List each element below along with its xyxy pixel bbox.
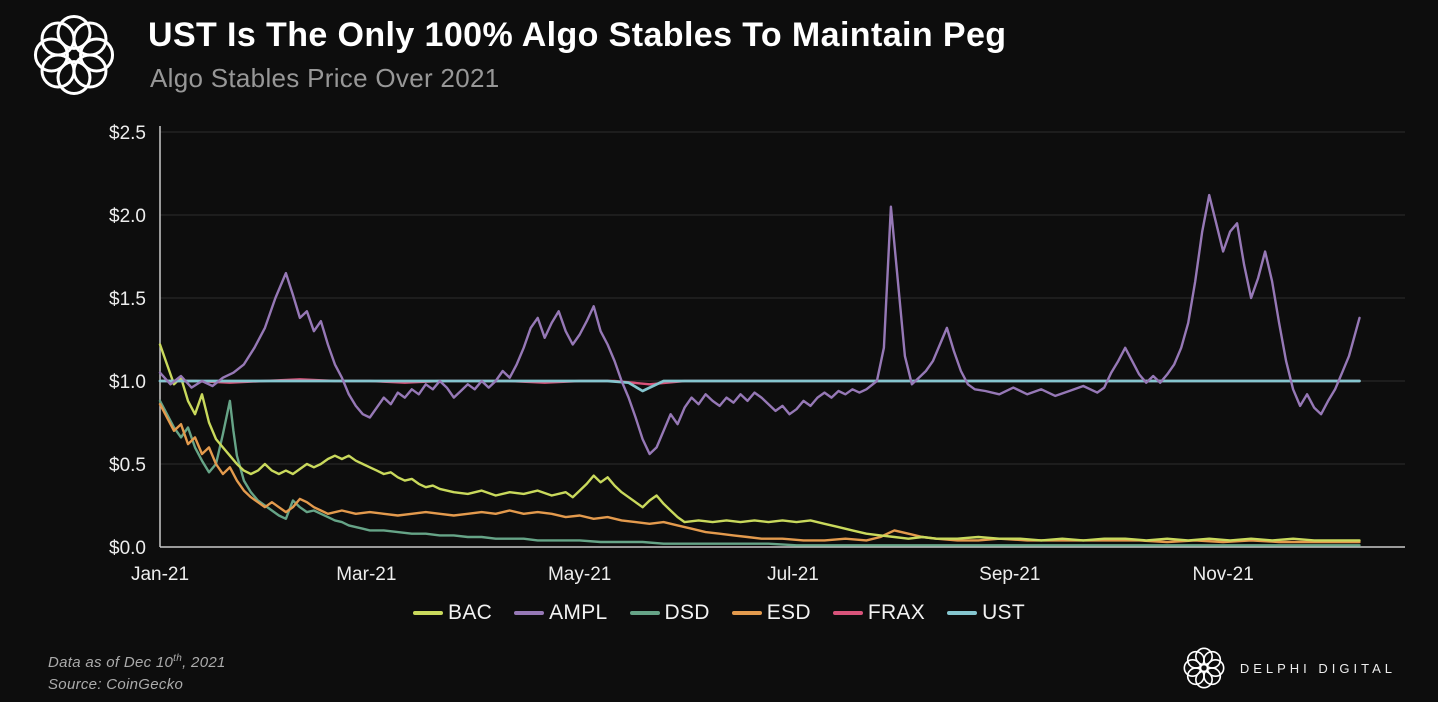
- page-subtitle: Algo Stables Price Over 2021: [150, 63, 500, 93]
- series-line-esd: [158, 403, 1361, 544]
- legend-item-ampl: AMPL: [514, 601, 607, 625]
- legend-label-frax: FRAX: [867, 601, 926, 624]
- chart-legend: BAC AMPL DSD ESD FRAX UST: [0, 601, 1438, 625]
- legend-label-esd: ESD: [766, 601, 811, 624]
- y-tick-label: $1.5: [109, 289, 146, 310]
- price-chart: $0.0 $0.5 $1.0 $1.5 $2.0 $2.5 Jan-21 Mar-21 May-…: [109, 123, 1405, 585]
- x-tick-label: Jul-21: [767, 564, 819, 585]
- legend-label-bac: BAC: [448, 601, 493, 624]
- legend-item-bac: BAC: [413, 601, 492, 625]
- legend-item-esd: ESD: [731, 601, 811, 625]
- y-tick-label: $0.5: [109, 455, 146, 476]
- legend-swatch-dsd: [629, 611, 660, 615]
- legend-swatch-ust: [947, 611, 978, 615]
- legend-item-frax: FRAX: [832, 601, 926, 625]
- x-tick-label: Mar-21: [336, 564, 396, 585]
- delphi-knot-icon: [33, 14, 115, 96]
- x-tick-label: Nov-21: [1193, 564, 1254, 585]
- legend-item-ust: UST: [947, 601, 1025, 625]
- delphi-knot-icon-small: [1183, 647, 1225, 689]
- x-tick-label: Jan-21: [131, 564, 189, 585]
- y-tick-label: $0.0: [109, 538, 146, 559]
- legend-swatch-frax: [832, 611, 863, 615]
- brand-mark: DELPHI DIGITAL: [1180, 644, 1396, 692]
- y-tick-label: $2.0: [109, 206, 146, 227]
- brand-name: DELPHI DIGITAL: [1239, 660, 1396, 676]
- legend-swatch-esd: [731, 611, 762, 615]
- legend-label-dsd: DSD: [664, 601, 710, 624]
- data-as-of-note: Data as of Dec 10th, 2021: [48, 653, 226, 671]
- y-tick-label: $2.5: [109, 123, 146, 144]
- x-tick-label: Sep-21: [979, 564, 1040, 585]
- series-line-ust: [158, 379, 1361, 393]
- series-line-ampl: [158, 193, 1361, 456]
- chart-area: $0.0 $0.5 $1.0 $1.5 $2.0 $2.5 Jan-21 Mar-21 May-…: [0, 118, 1438, 600]
- legend-swatch-bac: [413, 611, 444, 615]
- footer-notes: Data as of Dec 10th, 2021 Source: CoinGe…: [48, 648, 226, 696]
- x-tick-label: May-21: [548, 564, 611, 585]
- y-tick-label: $1.0: [109, 372, 146, 393]
- legend-item-dsd: DSD: [629, 601, 710, 625]
- legend-swatch-ampl: [514, 611, 545, 615]
- legend-label-ampl: AMPL: [549, 601, 608, 624]
- page-title: UST Is The Only 100% Algo Stables To Mai…: [148, 16, 1007, 54]
- source-note: Source: CoinGecko: [48, 676, 184, 693]
- series-line-bac: [158, 343, 1361, 542]
- series-line-dsd: [158, 399, 1361, 547]
- legend-label-ust: UST: [982, 601, 1025, 624]
